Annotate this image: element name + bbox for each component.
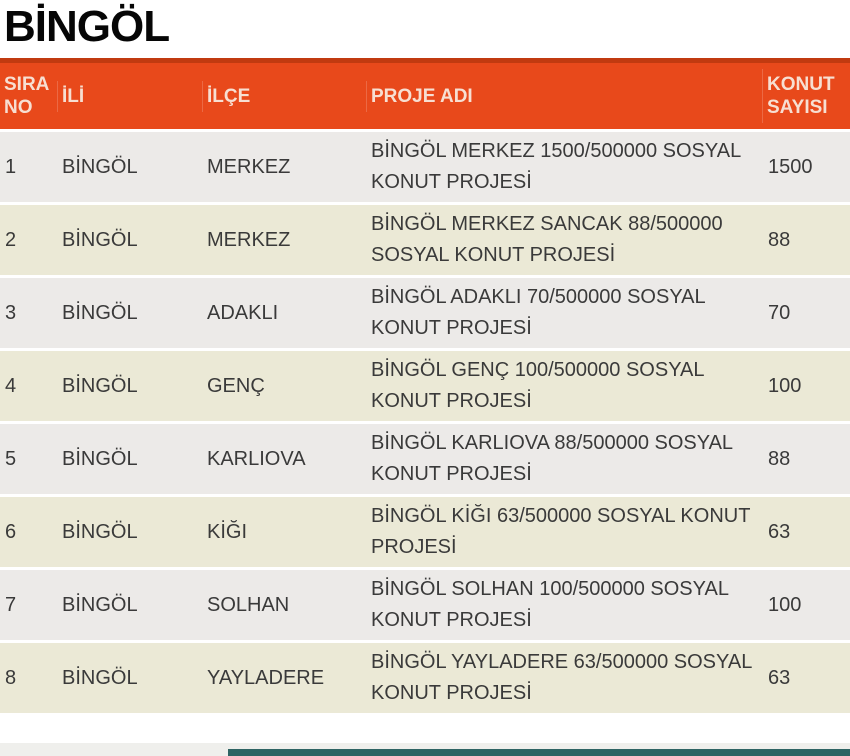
cell-sira-no: 6 [5,521,17,544]
cell-ilce: KARLIOVA [207,448,306,471]
table-row: 4 BİNGÖL GENÇ BİNGÖL GENÇ 100/500000 SOS… [0,351,850,422]
cell-sira-no: 8 [5,667,17,690]
cell-ili: BİNGÖL [62,448,138,471]
cell-ilce: SOLHAN [207,594,290,617]
cell-sira-no: 4 [5,375,17,398]
cell-proje-adi: BİNGÖL MERKEZ 1500/500000 SOSYAL KONUT P… [371,140,741,194]
table-row: 8 BİNGÖL YAYLADERE BİNGÖL YAYLADERE 63/5… [0,643,850,714]
cell-sira-no: 3 [5,302,17,325]
cell-ili: BİNGÖL [62,375,138,398]
cell-ilce: YAYLADERE [207,667,325,690]
projects-table: SIRA NO İLİ İLÇE PROJE ADI KONUT SAYISI … [0,58,850,714]
cell-proje-adi: BİNGÖL KARLIOVA 88/500000 SOSYAL KONUT P… [371,432,733,486]
cell-ili: BİNGÖL [62,667,138,690]
cell-ilce: MERKEZ [207,156,291,179]
header-sira-no: SIRA NO [4,74,49,119]
cell-ili: BİNGÖL [62,229,138,252]
table-row: 6 BİNGÖL KİĞI BİNGÖL KİĞI 63/500000 SOSY… [0,497,850,568]
cell-konut-sayisi: 70 [768,302,791,325]
cell-proje-adi: BİNGÖL MERKEZ SANCAK 88/500000 SOSYAL KO… [371,213,723,267]
cell-proje-adi: BİNGÖL SOLHAN 100/500000 SOSYAL KONUT PR… [371,578,729,632]
cell-ili: BİNGÖL [62,521,138,544]
cell-ilce: MERKEZ [207,229,291,252]
table-body: 1 BİNGÖL MERKEZ BİNGÖL MERKEZ 1500/50000… [0,132,850,714]
cell-ilce: GENÇ [207,375,265,398]
table-row: 3 BİNGÖL ADAKLI BİNGÖL ADAKLI 70/500000 … [0,278,850,349]
cell-proje-adi: BİNGÖL ADAKLI 70/500000 SOSYAL KONUT PRO… [371,286,705,340]
cell-konut-sayisi: 100 [768,594,802,617]
cell-ili: BİNGÖL [62,594,138,617]
cell-sira-no: 2 [5,229,17,252]
header-ilce: İLÇE [202,80,366,112]
cell-konut-sayisi: 88 [768,229,791,252]
cell-sira-no: 1 [5,156,17,179]
cell-ili: BİNGÖL [62,156,138,179]
cell-konut-sayisi: 63 [768,521,791,544]
table-row: 7 BİNGÖL SOLHAN BİNGÖL SOLHAN 100/500000… [0,570,850,641]
table-row: 2 BİNGÖL MERKEZ BİNGÖL MERKEZ SANCAK 88/… [0,205,850,276]
table-row: 5 BİNGÖL KARLIOVA BİNGÖL KARLIOVA 88/500… [0,424,850,495]
header-konut-sayisi: KONUT SAYISI [762,69,850,124]
cell-ilce: ADAKLI [207,302,279,325]
cell-konut-sayisi: 63 [768,667,791,690]
cell-proje-adi: BİNGÖL YAYLADERE 63/500000 SOSYAL KONUT … [371,651,752,705]
cell-proje-adi: BİNGÖL GENÇ 100/500000 SOSYAL KONUT PROJ… [371,359,704,413]
table-row: 1 BİNGÖL MERKEZ BİNGÖL MERKEZ 1500/50000… [0,132,850,203]
page-title: BİNGÖL [4,2,170,51]
cell-sira-no: 7 [5,594,17,617]
cell-ilce: KİĞI [207,521,248,544]
cell-konut-sayisi: 88 [768,448,791,471]
cell-konut-sayisi: 100 [768,375,802,398]
cell-ili: BİNGÖL [62,302,138,325]
table-header-row: SIRA NO İLİ İLÇE PROJE ADI KONUT SAYISI [0,58,850,130]
header-proje-adi: PROJE ADI [366,80,762,112]
cell-proje-adi: BİNGÖL KİĞI 63/500000 SOSYAL KONUT PROJE… [371,505,751,559]
header-ili: İLİ [57,80,202,112]
cell-konut-sayisi: 1500 [768,156,813,179]
cell-sira-no: 5 [5,448,17,471]
